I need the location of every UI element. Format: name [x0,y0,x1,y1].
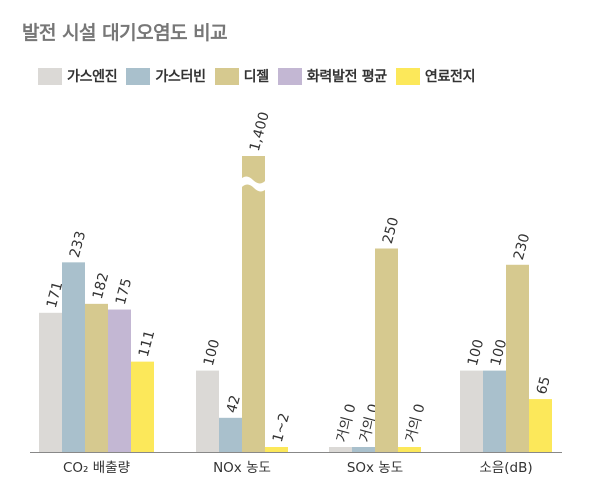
value-label-gas-engine-4: 100 [465,338,487,368]
category-label-2: NOx 농도 [213,460,271,476]
value-label-thermal-1: 175 [113,277,135,307]
category-label-1: CO₂ 배출량 [63,460,130,476]
value-label-gas-turbine-4: 100 [488,338,510,368]
value-label-fuel-cell-3: 거의 0 [403,402,429,444]
legend-item-gas-turbine: 가스터빈 [126,66,206,86]
legend-label-fuel-cell: 연료전지 [424,69,476,85]
bar-gas-turbine-3 [352,447,375,452]
legend-item-thermal: 화력발전 평균 [277,66,387,86]
axis-break-mark [240,176,267,192]
legend-swatch-fuel-cell [395,67,420,85]
bar-gas-engine-3 [329,447,352,452]
legend-swatch-gas-engine [38,67,62,85]
legend: 가스엔진 가스터빈 디젤 화력발전 평균 연료전지 [38,66,484,86]
bar-diesel-4 [506,264,529,452]
bar-fuel-cell-2 [265,447,288,452]
bar-fuel-cell-1 [131,361,154,452]
legend-item-gas-engine: 가스엔진 [38,66,118,86]
legend-item-fuel-cell: 연료전지 [395,66,476,86]
chart-title: 발전 시설 대기오염도 비교 [22,22,228,44]
legend-label-gas-engine: 가스엔진 [67,69,118,85]
bar-diesel-2 [242,156,265,452]
legend-swatch-gas-turbine [126,67,151,85]
value-label-gas-turbine-2: 42 [224,393,244,414]
legend-swatch-diesel [214,67,239,85]
category-label-4: 소음(dB) [479,460,532,476]
category-label-3: SOx 농도 [347,460,403,476]
bar-gas-engine-1 [39,312,62,452]
value-label-gas-engine-1: 171 [44,280,66,310]
legend-label-diesel: 디젤 [243,69,269,85]
value-label-fuel-cell-4: 65 [534,375,554,396]
bar-gas-turbine-1 [62,262,85,452]
bar-gas-turbine-2 [219,417,242,452]
legend-label-thermal: 화력발전 평균 [306,69,387,85]
legend-swatch-thermal [277,67,302,85]
value-label-gas-engine-3: 거의 0 [334,402,360,444]
value-label-fuel-cell-1: 111 [136,329,158,359]
legend-label-gas-turbine: 가스터빈 [155,69,206,85]
value-label-gas-turbine-1: 233 [67,229,89,259]
bar-fuel-cell-4 [529,399,552,452]
bar-diesel-1 [85,303,108,452]
legend-item-diesel: 디젤 [214,66,269,86]
value-label-fuel-cell-2: 1~2 [270,411,293,444]
value-label-diesel-2: 1,400 [247,110,273,153]
bar-fuel-cell-3 [398,447,421,452]
bar-gas-engine-2 [196,370,219,452]
value-label-diesel-4: 230 [511,232,533,262]
bar-gas-turbine-4 [483,370,506,452]
value-label-diesel-1: 182 [90,271,112,301]
bar-diesel-3 [375,248,398,452]
bar-gas-engine-4 [460,370,483,452]
value-label-diesel-3: 250 [380,216,402,246]
value-label-gas-engine-2: 100 [201,338,223,368]
bar-thermal-1 [108,309,131,452]
